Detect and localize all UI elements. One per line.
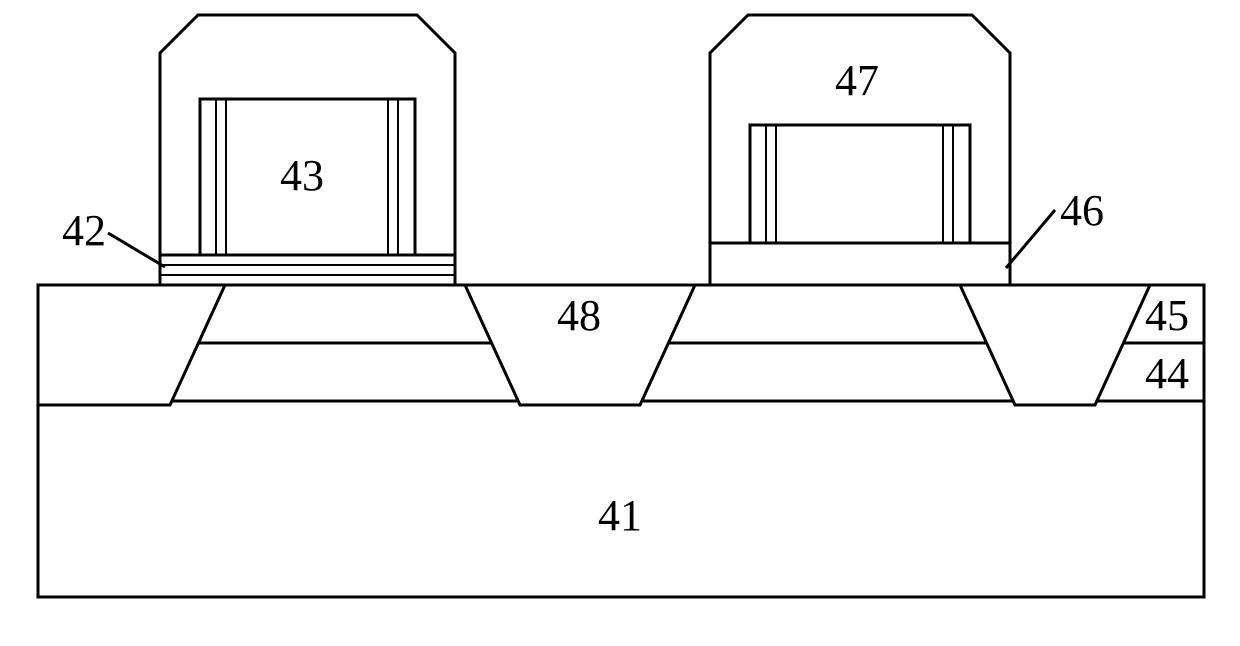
- right-gate-poly: [750, 125, 970, 243]
- label-46: 46: [1060, 186, 1104, 235]
- label-41: 41: [598, 491, 642, 540]
- leader-42: [108, 233, 165, 267]
- label-43: 43: [280, 151, 324, 200]
- label-48: 48: [557, 291, 601, 340]
- label-42: 42: [62, 206, 106, 255]
- right-gate-oxide-46: [710, 243, 1010, 285]
- leader-46: [1006, 210, 1055, 268]
- label-44: 44: [1145, 349, 1189, 398]
- label-45: 45: [1145, 291, 1189, 340]
- left-gate-oxide-42: [160, 255, 455, 285]
- label-47: 47: [835, 56, 879, 105]
